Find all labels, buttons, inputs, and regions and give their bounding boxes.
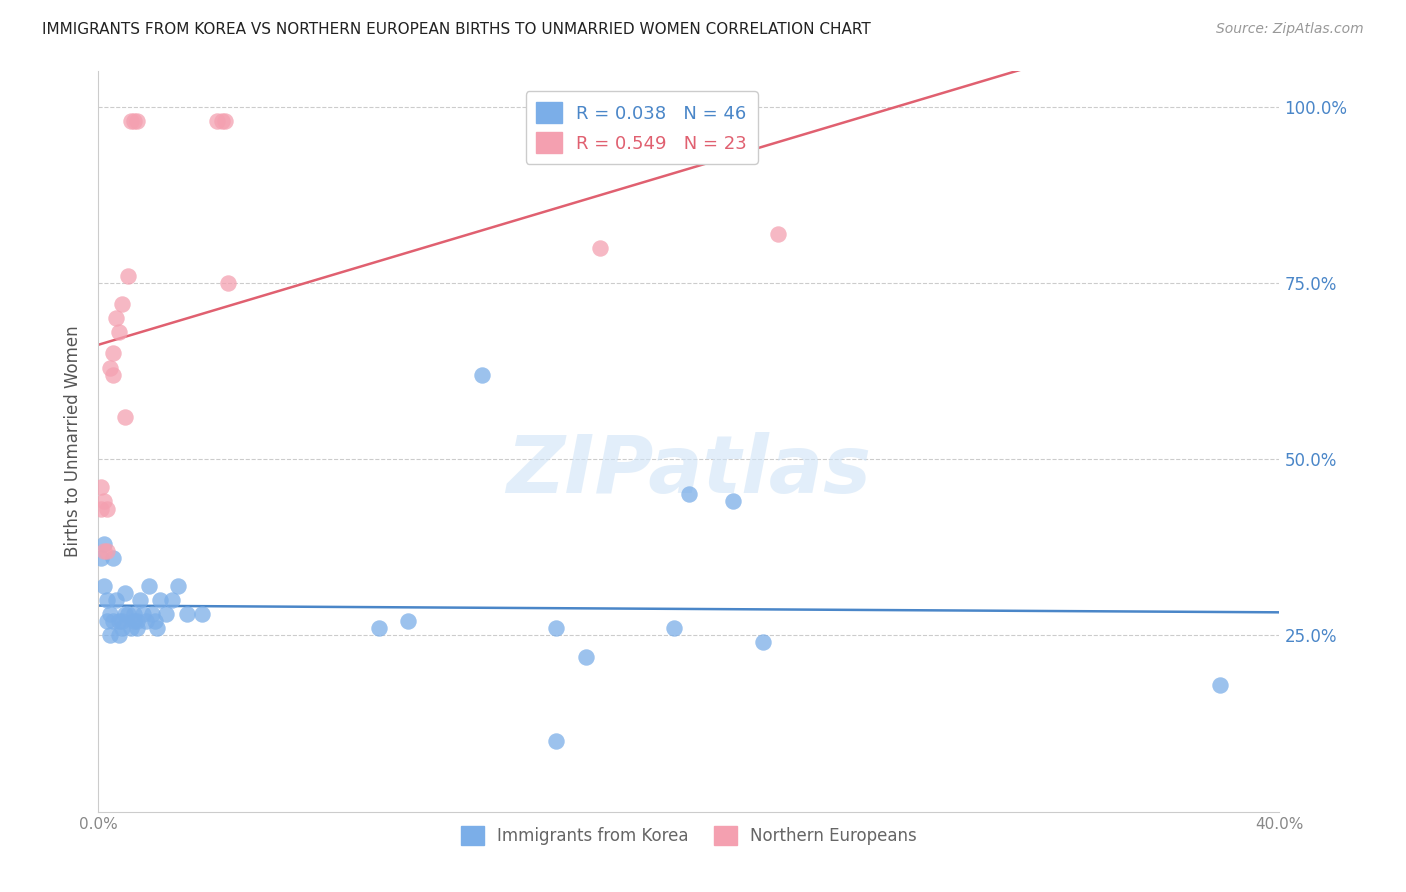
Point: [214, 113, 236, 128]
Point: [723, 494, 745, 508]
Point: [146, 621, 169, 635]
Point: [176, 607, 198, 622]
Point: [122, 607, 145, 622]
Point: [191, 607, 214, 622]
Point: [103, 368, 125, 382]
Point: [122, 615, 145, 629]
Point: [125, 621, 148, 635]
Point: [96, 593, 118, 607]
Point: [678, 487, 700, 501]
Point: [111, 615, 134, 629]
Point: [125, 615, 148, 629]
Point: [103, 550, 125, 565]
Text: Source: ZipAtlas.com: Source: ZipAtlas.com: [1216, 22, 1364, 37]
Legend: Immigrants from Korea, Northern Europeans: Immigrants from Korea, Northern European…: [454, 819, 924, 852]
Point: [117, 268, 139, 283]
Point: [120, 621, 142, 635]
Point: [108, 615, 131, 629]
Point: [93, 544, 115, 558]
Point: [114, 607, 136, 622]
Point: [1209, 678, 1232, 692]
Y-axis label: Births to Unmarried Women: Births to Unmarried Women: [63, 326, 82, 558]
Point: [205, 113, 228, 128]
Point: [111, 297, 134, 311]
Point: [96, 544, 118, 558]
Point: [93, 494, 115, 508]
Point: [589, 241, 612, 255]
Point: [98, 360, 121, 375]
Point: [368, 621, 391, 635]
Point: [108, 628, 131, 642]
Point: [96, 615, 118, 629]
Point: [664, 621, 686, 635]
Point: [108, 325, 131, 339]
Point: [103, 346, 125, 360]
Point: [752, 635, 775, 649]
Point: [90, 550, 112, 565]
Point: [132, 607, 155, 622]
Point: [546, 734, 568, 748]
Point: [114, 586, 136, 600]
Point: [98, 607, 121, 622]
Point: [105, 311, 128, 326]
Point: [141, 607, 163, 622]
Point: [96, 501, 118, 516]
Point: [111, 621, 134, 635]
Point: [167, 579, 190, 593]
Point: [766, 227, 789, 241]
Point: [90, 501, 112, 516]
Point: [90, 480, 112, 494]
Point: [143, 615, 166, 629]
Point: [211, 113, 233, 128]
Point: [120, 113, 142, 128]
Point: [546, 621, 568, 635]
Point: [471, 368, 494, 382]
Point: [217, 276, 239, 290]
Point: [114, 409, 136, 424]
Point: [117, 607, 139, 622]
Point: [135, 615, 157, 629]
Point: [93, 537, 115, 551]
Point: [98, 628, 121, 642]
Point: [138, 579, 160, 593]
Point: [162, 593, 183, 607]
Point: [125, 113, 148, 128]
Text: IMMIGRANTS FROM KOREA VS NORTHERN EUROPEAN BIRTHS TO UNMARRIED WOMEN CORRELATION: IMMIGRANTS FROM KOREA VS NORTHERN EUROPE…: [42, 22, 870, 37]
Point: [103, 615, 125, 629]
Point: [575, 649, 598, 664]
Point: [398, 615, 420, 629]
Point: [105, 593, 128, 607]
Point: [128, 593, 150, 607]
Text: ZIPatlas: ZIPatlas: [506, 432, 872, 510]
Point: [93, 579, 115, 593]
Point: [122, 113, 145, 128]
Point: [149, 593, 172, 607]
Point: [155, 607, 177, 622]
